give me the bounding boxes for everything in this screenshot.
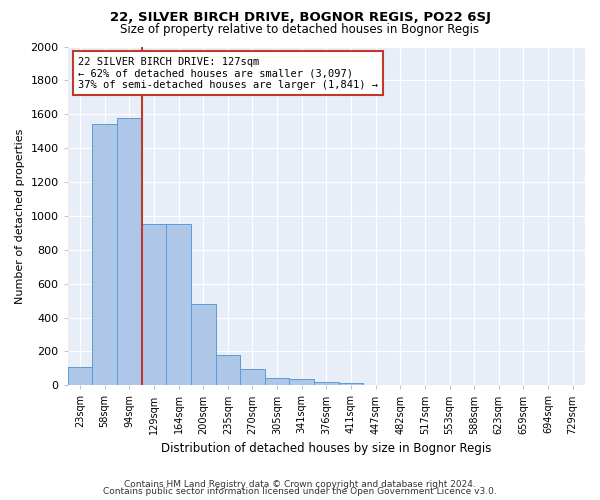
Text: Contains public sector information licensed under the Open Government Licence v3: Contains public sector information licen… — [103, 487, 497, 496]
Bar — [92, 124, 117, 386]
Bar — [265, 378, 289, 386]
Bar — [240, 369, 265, 386]
Bar — [166, 224, 191, 386]
Bar — [215, 355, 240, 386]
Bar — [191, 304, 215, 386]
Text: 22 SILVER BIRCH DRIVE: 127sqm
← 62% of detached houses are smaller (3,097)
37% o: 22 SILVER BIRCH DRIVE: 127sqm ← 62% of d… — [78, 56, 378, 90]
Text: Contains HM Land Registry data © Crown copyright and database right 2024.: Contains HM Land Registry data © Crown c… — [124, 480, 476, 489]
Y-axis label: Number of detached properties: Number of detached properties — [15, 128, 25, 304]
Bar — [314, 382, 338, 386]
X-axis label: Distribution of detached houses by size in Bognor Regis: Distribution of detached houses by size … — [161, 442, 491, 455]
Bar — [289, 380, 314, 386]
Text: 22, SILVER BIRCH DRIVE, BOGNOR REGIS, PO22 6SJ: 22, SILVER BIRCH DRIVE, BOGNOR REGIS, PO… — [110, 12, 491, 24]
Text: Size of property relative to detached houses in Bognor Regis: Size of property relative to detached ho… — [121, 22, 479, 36]
Bar — [68, 366, 92, 386]
Bar — [142, 224, 166, 386]
Bar — [338, 382, 364, 386]
Bar — [117, 118, 142, 386]
